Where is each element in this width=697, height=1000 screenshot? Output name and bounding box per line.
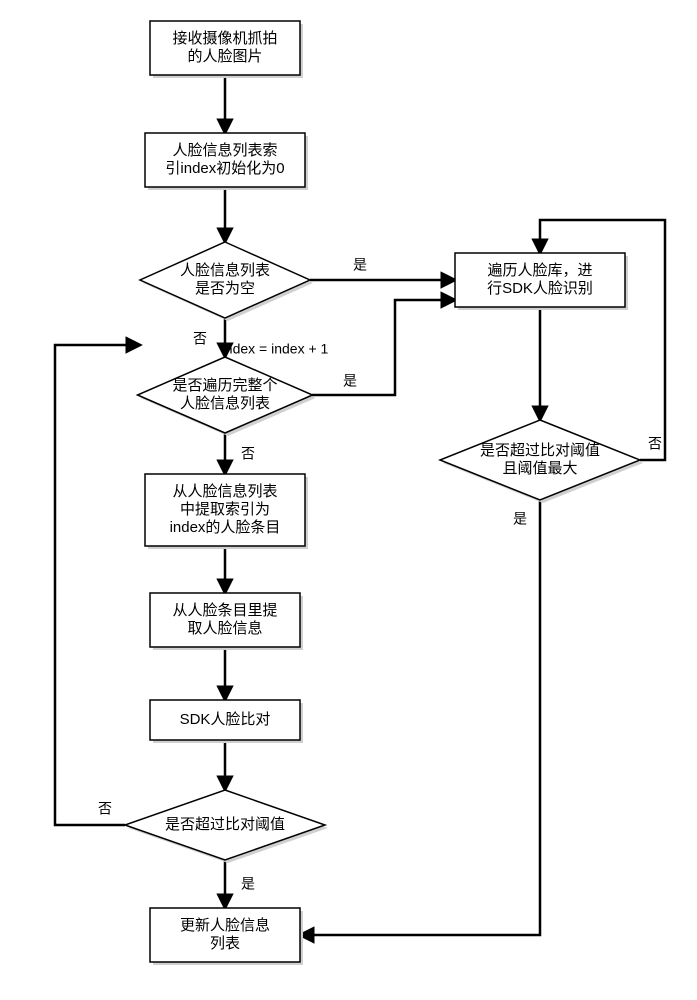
node-text: 从人脸条目里提 — [172, 602, 277, 619]
node-text: 是否为空 — [195, 280, 255, 297]
edge-label: 是 — [343, 373, 357, 389]
node-text: 遍历人脸库，进 — [487, 262, 592, 279]
node-text: 列表 — [210, 935, 240, 952]
node-text: 人脸信息列表 — [180, 395, 270, 412]
edge-label: 否 — [193, 331, 207, 347]
edge-label: 否 — [241, 446, 255, 462]
node-text: 接收摄像机抓拍 — [172, 30, 277, 47]
edge-label: 是 — [241, 876, 255, 892]
flowchart-canvas: 接收摄像机抓拍的人脸图片人脸信息列表索引index初始化为0 人脸信息列表是否为空… — [0, 0, 697, 1000]
node-text: 且阈值最大 — [502, 460, 577, 477]
edge-label: 是 — [353, 257, 367, 273]
node-text: 的人脸图片 — [187, 48, 262, 65]
node-text: 从人脸信息列表 — [172, 483, 277, 500]
edge-label: 否 — [648, 436, 662, 452]
edge-label: 否 — [98, 801, 112, 817]
annotation: index = index + 1 — [222, 341, 329, 357]
node-text: SDK人脸比对 — [180, 711, 271, 728]
edge-e12 — [300, 500, 540, 935]
node-text: 中提取索引为 — [180, 501, 270, 518]
node-text: 引index初始化为0 — [165, 160, 284, 177]
node-text: 更新人脸信息 — [180, 917, 270, 934]
node-text: 取人脸信息 — [187, 620, 262, 637]
node-text: 行SDK人脸识别 — [487, 280, 593, 297]
node-text: 人脸信息列表 — [180, 262, 270, 279]
edge-label: 是 — [513, 511, 527, 527]
node-text: 是否遍历完整个 — [172, 377, 277, 394]
edge-e10 — [312, 300, 455, 395]
edge-e14 — [55, 345, 140, 825]
node-text: 是否超过比对阈值 — [480, 442, 600, 459]
node-text: 是否超过比对阈值 — [165, 816, 285, 833]
node-text: 人脸信息列表索 — [172, 142, 277, 159]
node-text: index的人脸条目 — [170, 519, 281, 536]
